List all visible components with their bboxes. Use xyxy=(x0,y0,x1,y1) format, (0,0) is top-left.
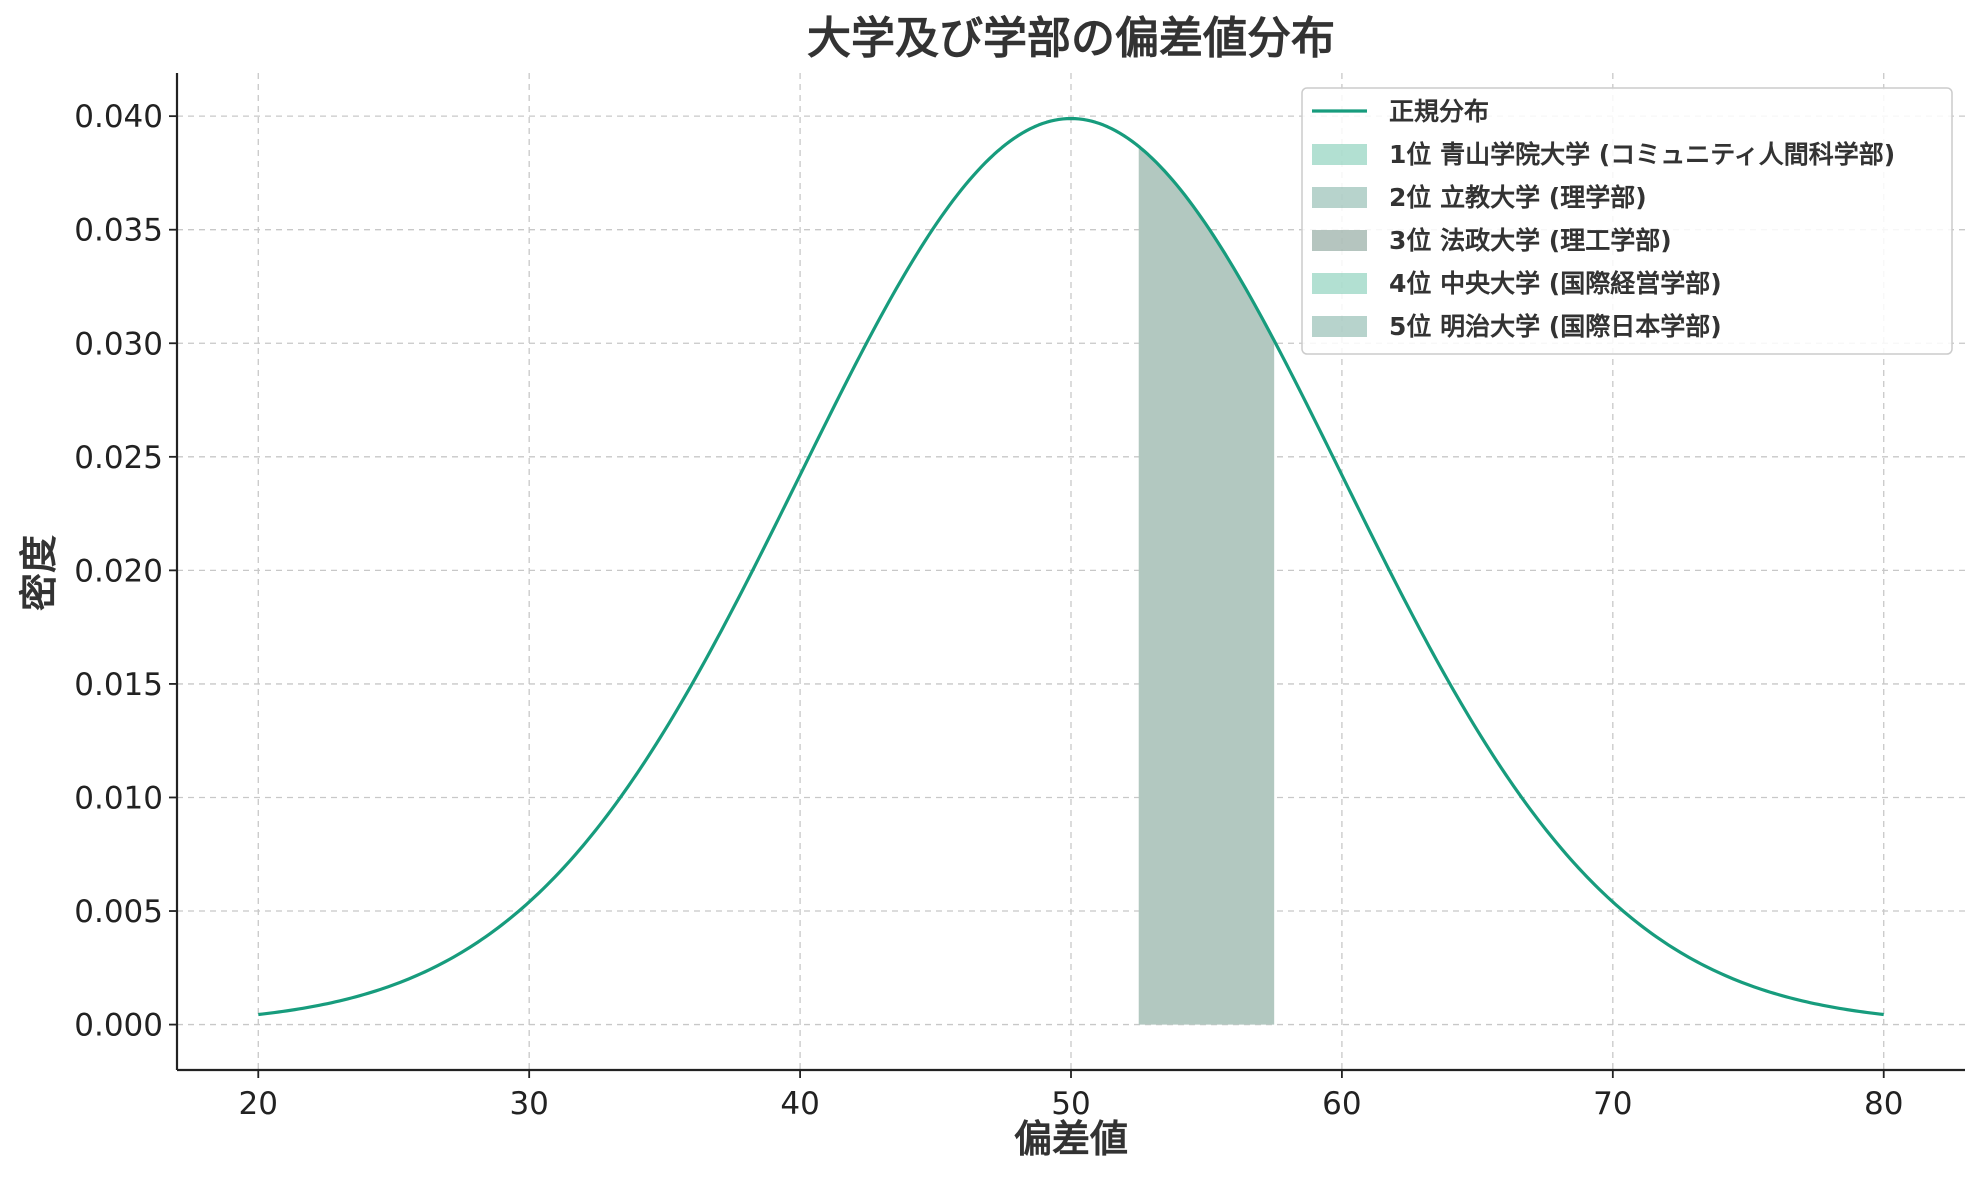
legend-label-3: 3位 法政大学 (理工学部) xyxy=(1389,226,1672,255)
y-tick-label: 0.000 xyxy=(74,1008,163,1044)
y-tick-label: 0.035 xyxy=(74,213,163,249)
x-tick-label: 80 xyxy=(1864,1086,1903,1122)
band-area-1 xyxy=(1138,146,1275,1025)
normal-curve-line xyxy=(258,116,1884,1017)
legend-swatch-1 xyxy=(1312,144,1367,165)
y-axis-title: 密度 xyxy=(17,535,61,611)
x-tick-label: 40 xyxy=(780,1086,819,1122)
x-tick-label: 70 xyxy=(1593,1086,1632,1122)
curve-layer xyxy=(258,116,1884,1017)
legend-items: 正規分布 1位 青山学院大学 (コミュニティ人間科学部) 2位 立教大学 (理学部)… xyxy=(1312,97,1895,341)
x-tick-label: 20 xyxy=(239,1086,278,1122)
legend-frame xyxy=(1301,87,1953,355)
y-tick-label: 0.030 xyxy=(74,326,163,362)
x-axis-title: 偏差値 xyxy=(1014,1117,1128,1161)
legend-swatch-3 xyxy=(1312,230,1367,251)
legend-swatch-4 xyxy=(1312,273,1367,294)
legend-label-1: 1位 青山学院大学 (コミュニティ人間科学部) xyxy=(1389,140,1895,169)
legend-swatch-5 xyxy=(1312,316,1367,337)
band-layer xyxy=(1138,146,1275,1025)
legend-label-5: 5位 明治大学 (国際日本学部) xyxy=(1389,312,1722,341)
x-tick-label: 60 xyxy=(1322,1086,1361,1122)
legend-label-2: 2位 立教大学 (理学部) xyxy=(1389,183,1647,212)
y-tick-label: 0.040 xyxy=(74,99,163,135)
y-tick-label: 0.015 xyxy=(74,667,163,703)
tick-layer: 20 30 40 50 60 70 80 0.000 0.005 0.010 0.015 0.020 0… xyxy=(74,99,1903,1122)
y-tick-label: 0.020 xyxy=(74,553,163,589)
x-tick-label: 30 xyxy=(509,1086,548,1122)
y-tick-label: 0.025 xyxy=(74,440,163,476)
y-tick-label: 0.010 xyxy=(74,780,163,816)
x-tick-label: 50 xyxy=(1051,1086,1090,1122)
legend-label-4: 4位 中央大学 (国際経営学部) xyxy=(1389,269,1722,298)
legend-swatch-2 xyxy=(1312,187,1367,208)
legend: 正規分布 1位 青山学院大学 (コミュニティ人間科学部) 2位 立教大学 (理学部)… xyxy=(1301,87,1953,355)
y-tick-label: 0.005 xyxy=(74,894,163,930)
chart-title: 大学及び学部の偏差値分布 xyxy=(807,13,1335,64)
legend-label-curve: 正規分布 xyxy=(1389,97,1489,126)
